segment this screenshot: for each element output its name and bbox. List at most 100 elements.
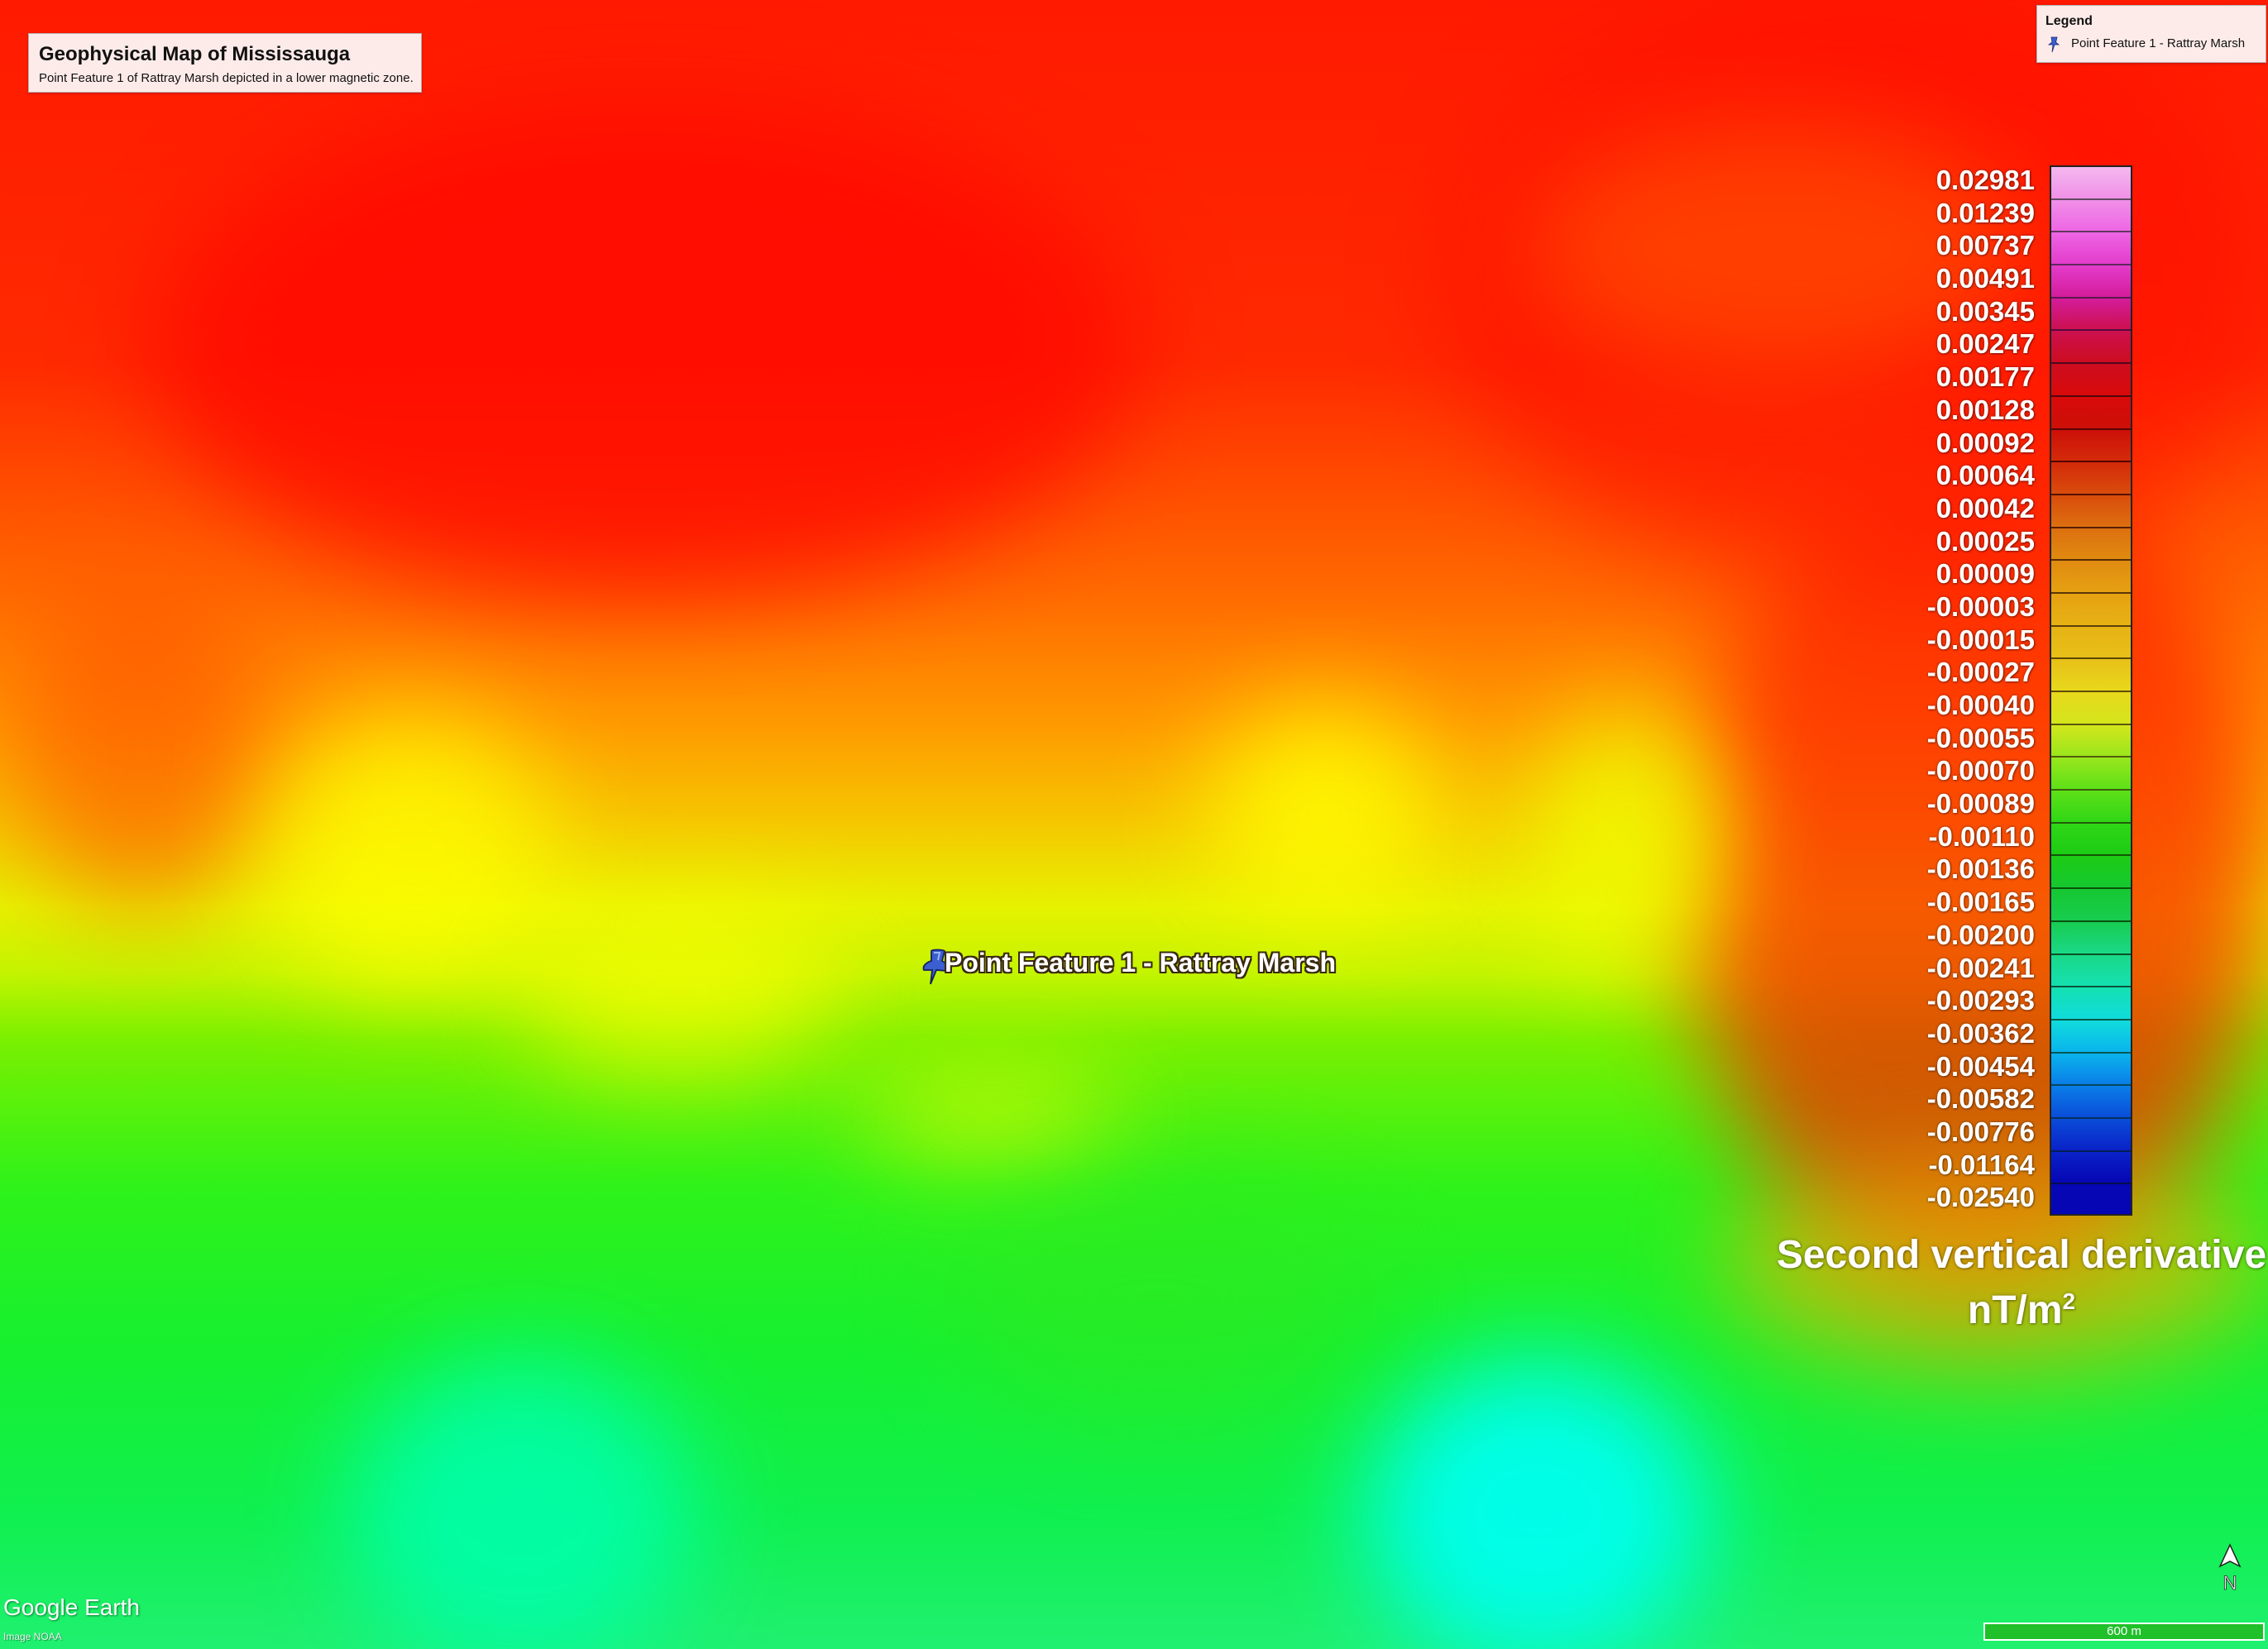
legend-panel: Legend Point Feature 1 - Rattray Marsh [2036,5,2266,63]
color-scale-swatch [2051,167,2131,200]
color-scale-swatch [2051,1086,2131,1119]
color-scale-swatch [2051,331,2131,365]
pushpin-icon [2047,36,2060,53]
anomaly-blob [1687,463,2266,1290]
color-scale-swatch [2051,954,2131,988]
color-scale-swatch [2051,823,2131,857]
color-scale-tick-label: -0.00015 [1926,624,2035,655]
color-scale-swatch [2051,462,2131,495]
color-scale-tick-label: -0.00136 [1926,853,2035,885]
color-scale-tick-label: -0.00165 [1926,887,2035,918]
brand-google: Google [3,1594,79,1620]
color-scale-swatch [2051,1118,2131,1152]
color-scale-tick-label: 0.00177 [1935,361,2035,393]
anomaly-blob [17,579,265,910]
anomaly-blob [149,99,1141,595]
color-scale-tick-label: -0.00362 [1926,1017,2035,1049]
anomaly-blob [1720,1158,2266,1373]
color-scale-swatch [2051,659,2131,692]
color-scale-swatch [2051,199,2131,233]
color-scale-swatch [2051,1184,2131,1214]
color-scale-title: Second vertical derivative nT/m2 [1775,1232,2268,1334]
scale-bar: 600 m [1983,1623,2265,1641]
anomaly-blob [1530,124,2026,372]
color-scale-unit: nT/m2 [1775,1279,2268,1334]
color-scale-swatch [2051,856,2131,890]
color-scale-tick-label: 0.00042 [1935,492,2035,523]
color-scale-swatch [2051,561,2131,594]
color-scale-swatch [2051,593,2131,627]
color-scale-swatch [2051,724,2131,758]
legend-item-label[interactable]: Point Feature 1 - Rattray Marsh [2071,36,2246,50]
anomaly-blob [347,1356,695,1649]
color-scale-swatch [2051,232,2131,266]
color-scale-swatch [2051,495,2131,528]
color-scale-tick-label: -0.00776 [1926,1116,2035,1147]
color-scale-swatch [2051,889,2131,922]
color-scale-swatch [2051,921,2131,955]
color-scale-swatch [2051,1053,2131,1087]
anomaly-blob [513,910,844,1075]
color-scale-bar [2050,165,2132,1216]
color-scale-tick-label: 0.00737 [1935,230,2035,261]
color-scale-tick-label: -0.00293 [1926,985,2035,1016]
color-scale-swatch [2051,265,2131,299]
anomaly-blob [1365,1356,1712,1649]
color-scale-tick-label: 0.00345 [1935,295,2035,327]
color-scale-swatch [2051,758,2131,791]
color-scale-tick-label: 0.00009 [1935,558,2035,590]
map-title-box: Geophysical Map of Mississauga Point Fea… [28,33,422,93]
color-scale-swatch [2051,1020,2131,1054]
color-scale-swatch [2051,298,2131,332]
color-scale-tick-label: -0.00040 [1926,690,2035,720]
imagery-attribution: Image NOAA [3,1631,62,1642]
color-scale-tick-label: 0.02981 [1935,165,2035,195]
color-scale-tick-label: -0.01164 [1928,1149,2035,1180]
color-scale-swatch [2051,429,2131,463]
color-scale-tick-label: 0.00092 [1935,427,2035,458]
color-scale-tick-label: -0.00582 [1926,1083,2035,1115]
color-scale-tick-label: 0.00025 [1935,525,2035,557]
color-scale-tick-label: -0.00003 [1926,590,2035,622]
north-label: N [2223,1572,2237,1594]
color-scale-tick-label: 0.00491 [1935,263,2035,294]
color-scale-swatch [2051,626,2131,660]
color-scale-tick-label: 0.00064 [1935,460,2035,491]
color-scale-tick-label: 0.01239 [1935,197,2035,228]
placemark-label[interactable]: Point Feature 1 - Rattray Marsh [945,948,1336,977]
color-scale-tick-label: -0.00027 [1926,657,2035,688]
color-scale-tick-label: -0.00454 [1926,1050,2035,1082]
north-arrow-icon[interactable]: N [2215,1543,2245,1594]
color-scale-title-line: Second vertical derivative [1776,1233,2267,1277]
anomaly-blob [951,1174,1365,1422]
color-scale-tick-label: -0.00070 [1926,755,2035,786]
color-scale-tick-label: -0.02540 [1926,1182,2035,1213]
color-scale-tick-label: -0.00089 [1926,788,2035,820]
color-scale-swatch [2051,692,2131,725]
pushpin-icon[interactable] [920,948,953,997]
map-subtitle: Point Feature 1 of Rattray Marsh depicte… [39,71,414,85]
color-scale-tick-label: -0.00241 [1926,952,2035,983]
anomaly-blob [1208,703,1439,918]
anomaly-blob [1530,711,1729,959]
legend-heading: Legend [2046,14,2093,28]
color-scale-tick-label: -0.00110 [1928,820,2035,852]
color-scale-tick-label: 0.00128 [1935,394,2035,425]
anomaly-blob [273,711,554,992]
color-scale-tick-label: -0.00200 [1926,919,2035,950]
unit-text: nT/m [1967,1288,2063,1332]
color-scale-swatch [2051,396,2131,430]
unit-exponent: 2 [2062,1288,2076,1314]
color-scale-tick-label: 0.00247 [1935,328,2035,360]
google-earth-logo: Google Earth [3,1594,140,1621]
brand-earth: Earth [84,1594,141,1620]
color-scale-tick-label: -0.00055 [1926,722,2035,753]
anomaly-blob [860,1083,1125,1150]
color-scale-swatch [2051,1151,2131,1185]
color-scale-swatch [2051,791,2131,824]
map-title: Geophysical Map of Mississauga [39,43,351,65]
color-scale-swatch [2051,528,2131,562]
color-scale-swatch [2051,987,2131,1020]
color-scale-swatch [2051,364,2131,397]
